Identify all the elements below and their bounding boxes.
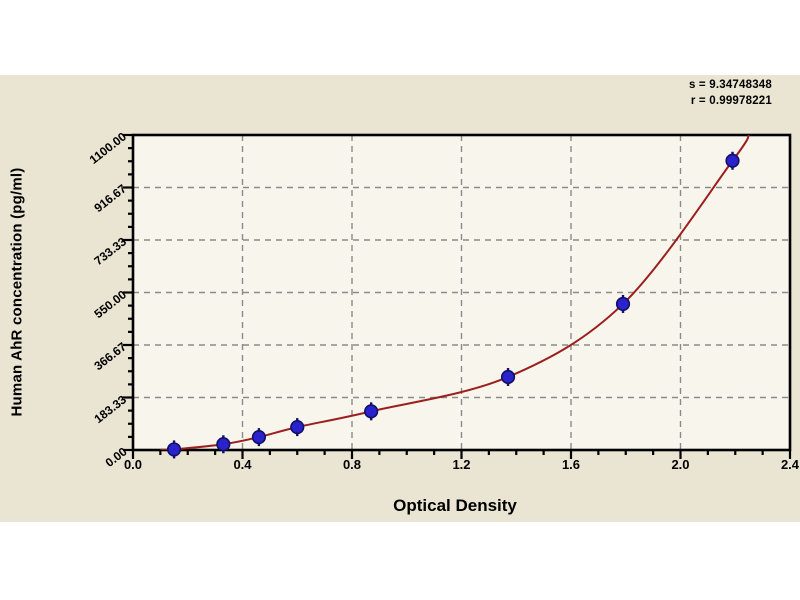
data-point: [216, 437, 231, 452]
fit-statistics: s = 9.34748348 r = 0.99978221: [689, 77, 772, 109]
data-point: [615, 296, 631, 312]
data-point: [500, 369, 516, 385]
data-point: [290, 419, 305, 435]
x-axis-title: Optical Density: [393, 496, 517, 515]
data-point: [725, 153, 740, 168]
stat-r-value: r = 0.99978221: [690, 95, 772, 107]
plot-border: [131, 133, 792, 452]
data-point: [251, 430, 267, 445]
data-point: [364, 404, 379, 419]
y-axis-title: Human AhR concentration (pg/ml): [8, 167, 26, 417]
data-point: [166, 442, 182, 457]
stat-s-value: s = 9.34748348: [688, 79, 772, 91]
